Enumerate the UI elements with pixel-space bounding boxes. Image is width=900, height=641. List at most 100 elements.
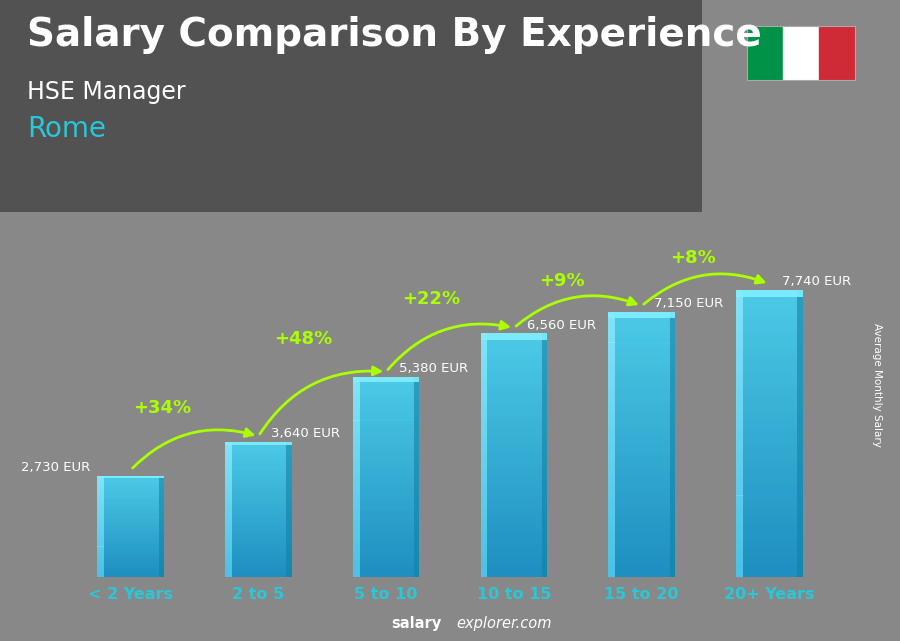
Bar: [608, 312, 675, 318]
Bar: [481, 508, 547, 512]
Bar: [736, 495, 742, 501]
Bar: [481, 504, 487, 508]
Bar: [481, 479, 487, 483]
Bar: [736, 400, 742, 404]
Bar: [608, 572, 615, 577]
Bar: [481, 422, 547, 427]
Text: 5,380 EUR: 5,380 EUR: [399, 362, 468, 376]
Bar: [353, 431, 360, 434]
Bar: [481, 479, 547, 483]
Bar: [353, 460, 360, 463]
Bar: [353, 490, 419, 494]
Bar: [608, 568, 615, 572]
Bar: [225, 464, 232, 467]
Bar: [608, 542, 615, 546]
Bar: [225, 476, 232, 478]
Bar: [608, 506, 675, 511]
Bar: [608, 312, 615, 316]
Bar: [481, 403, 547, 406]
Bar: [481, 483, 547, 488]
Bar: [97, 529, 104, 531]
Bar: [353, 474, 419, 477]
Bar: [736, 544, 742, 548]
Text: 7,150 EUR: 7,150 EUR: [654, 297, 724, 310]
Bar: [225, 550, 292, 552]
Bar: [97, 499, 104, 501]
Bar: [608, 320, 615, 325]
Bar: [225, 444, 232, 446]
Bar: [481, 443, 547, 447]
Bar: [608, 554, 615, 559]
Bar: [97, 531, 164, 533]
Bar: [608, 347, 675, 351]
Bar: [353, 440, 360, 444]
Bar: [608, 559, 615, 563]
Bar: [736, 563, 742, 567]
Bar: [225, 520, 292, 523]
Bar: [481, 354, 547, 358]
Bar: [225, 449, 292, 451]
Bar: [481, 459, 547, 463]
Bar: [481, 540, 547, 544]
Bar: [225, 492, 232, 494]
Bar: [736, 519, 742, 524]
Bar: [608, 458, 675, 462]
Bar: [481, 410, 487, 415]
Bar: [97, 484, 104, 486]
Bar: [353, 494, 419, 497]
Bar: [608, 320, 675, 325]
Bar: [608, 551, 675, 555]
Bar: [97, 482, 104, 484]
Bar: [97, 478, 164, 479]
Bar: [736, 414, 742, 419]
Bar: [353, 544, 360, 547]
Bar: [736, 428, 742, 433]
Bar: [736, 404, 742, 410]
Bar: [225, 460, 292, 462]
Bar: [225, 458, 292, 460]
Bar: [97, 491, 104, 492]
Bar: [225, 462, 292, 464]
Bar: [608, 497, 675, 502]
Bar: [608, 342, 675, 347]
Bar: [97, 492, 164, 494]
Bar: [353, 437, 419, 440]
Bar: [736, 572, 742, 577]
Bar: [736, 371, 803, 376]
Bar: [608, 422, 615, 426]
Bar: [97, 553, 164, 555]
Bar: [353, 377, 419, 381]
Bar: [608, 542, 675, 546]
Bar: [225, 498, 232, 501]
Bar: [225, 570, 232, 572]
Bar: [97, 523, 104, 524]
Bar: [353, 494, 360, 497]
Bar: [225, 446, 292, 449]
Bar: [608, 382, 675, 387]
Bar: [608, 378, 675, 382]
Bar: [608, 462, 615, 467]
Bar: [481, 540, 487, 544]
Bar: [225, 473, 292, 476]
Bar: [608, 325, 675, 329]
Bar: [736, 462, 803, 467]
Bar: [225, 543, 292, 545]
Bar: [225, 487, 232, 489]
Bar: [225, 519, 292, 520]
Bar: [481, 415, 487, 419]
Bar: [481, 549, 547, 553]
Bar: [353, 574, 419, 577]
Bar: [97, 513, 164, 515]
Bar: [481, 419, 487, 422]
Bar: [97, 513, 104, 515]
Bar: [353, 517, 360, 520]
Bar: [481, 508, 487, 512]
Bar: [481, 544, 547, 549]
Bar: [608, 418, 675, 422]
Bar: [353, 427, 360, 431]
Bar: [608, 466, 675, 470]
Bar: [481, 476, 547, 479]
Bar: [481, 333, 487, 338]
Bar: [225, 532, 232, 534]
Bar: [225, 503, 232, 505]
